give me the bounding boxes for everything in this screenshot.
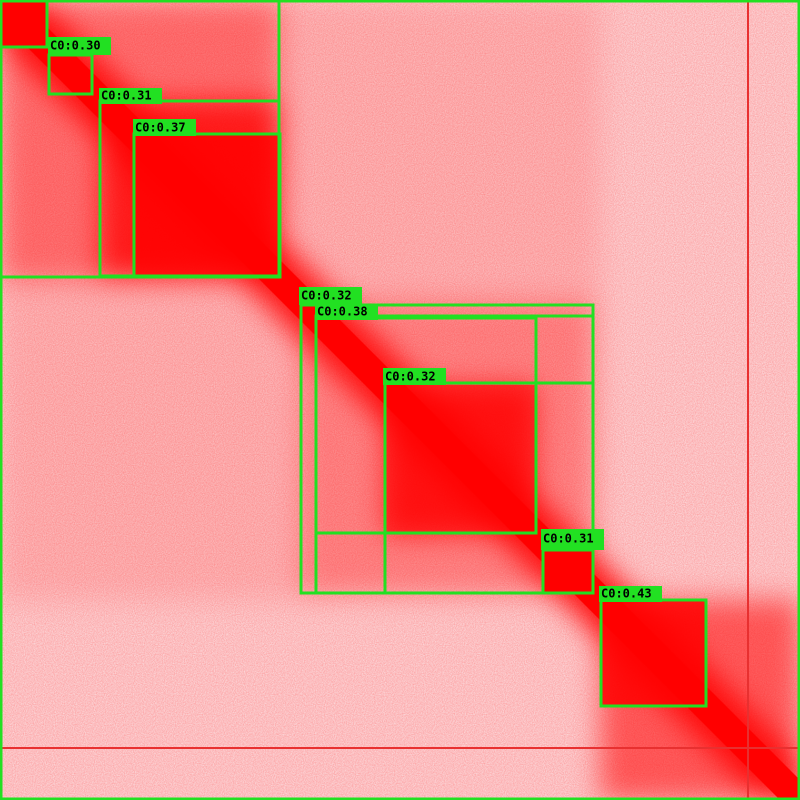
detection-label: C0:0.31 [543,532,594,546]
label-bg [48,37,111,55]
label-bg [133,119,196,136]
detection-label: C0:0.38 [317,305,368,319]
label-bg [541,529,604,550]
label-bg [599,586,662,602]
detection-label: C0:0.32 [301,289,352,303]
detection-label: C0:0.30 [50,39,101,53]
detection-label: C0:0.31 [101,89,152,103]
label-bg [315,304,378,320]
label-bg [99,88,162,104]
detection-label: C0:0.32 [385,370,436,384]
detection-label: C0:0.37 [135,121,186,135]
label-bg [299,287,362,305]
detection-label: C0:0.43 [601,587,652,601]
label-bg [383,368,446,385]
box [132,132,282,279]
box [383,381,595,595]
labels: C0:0.30 C0:0.31 C0:0.37 C0:0.32 C0:0.38 … [48,37,662,602]
